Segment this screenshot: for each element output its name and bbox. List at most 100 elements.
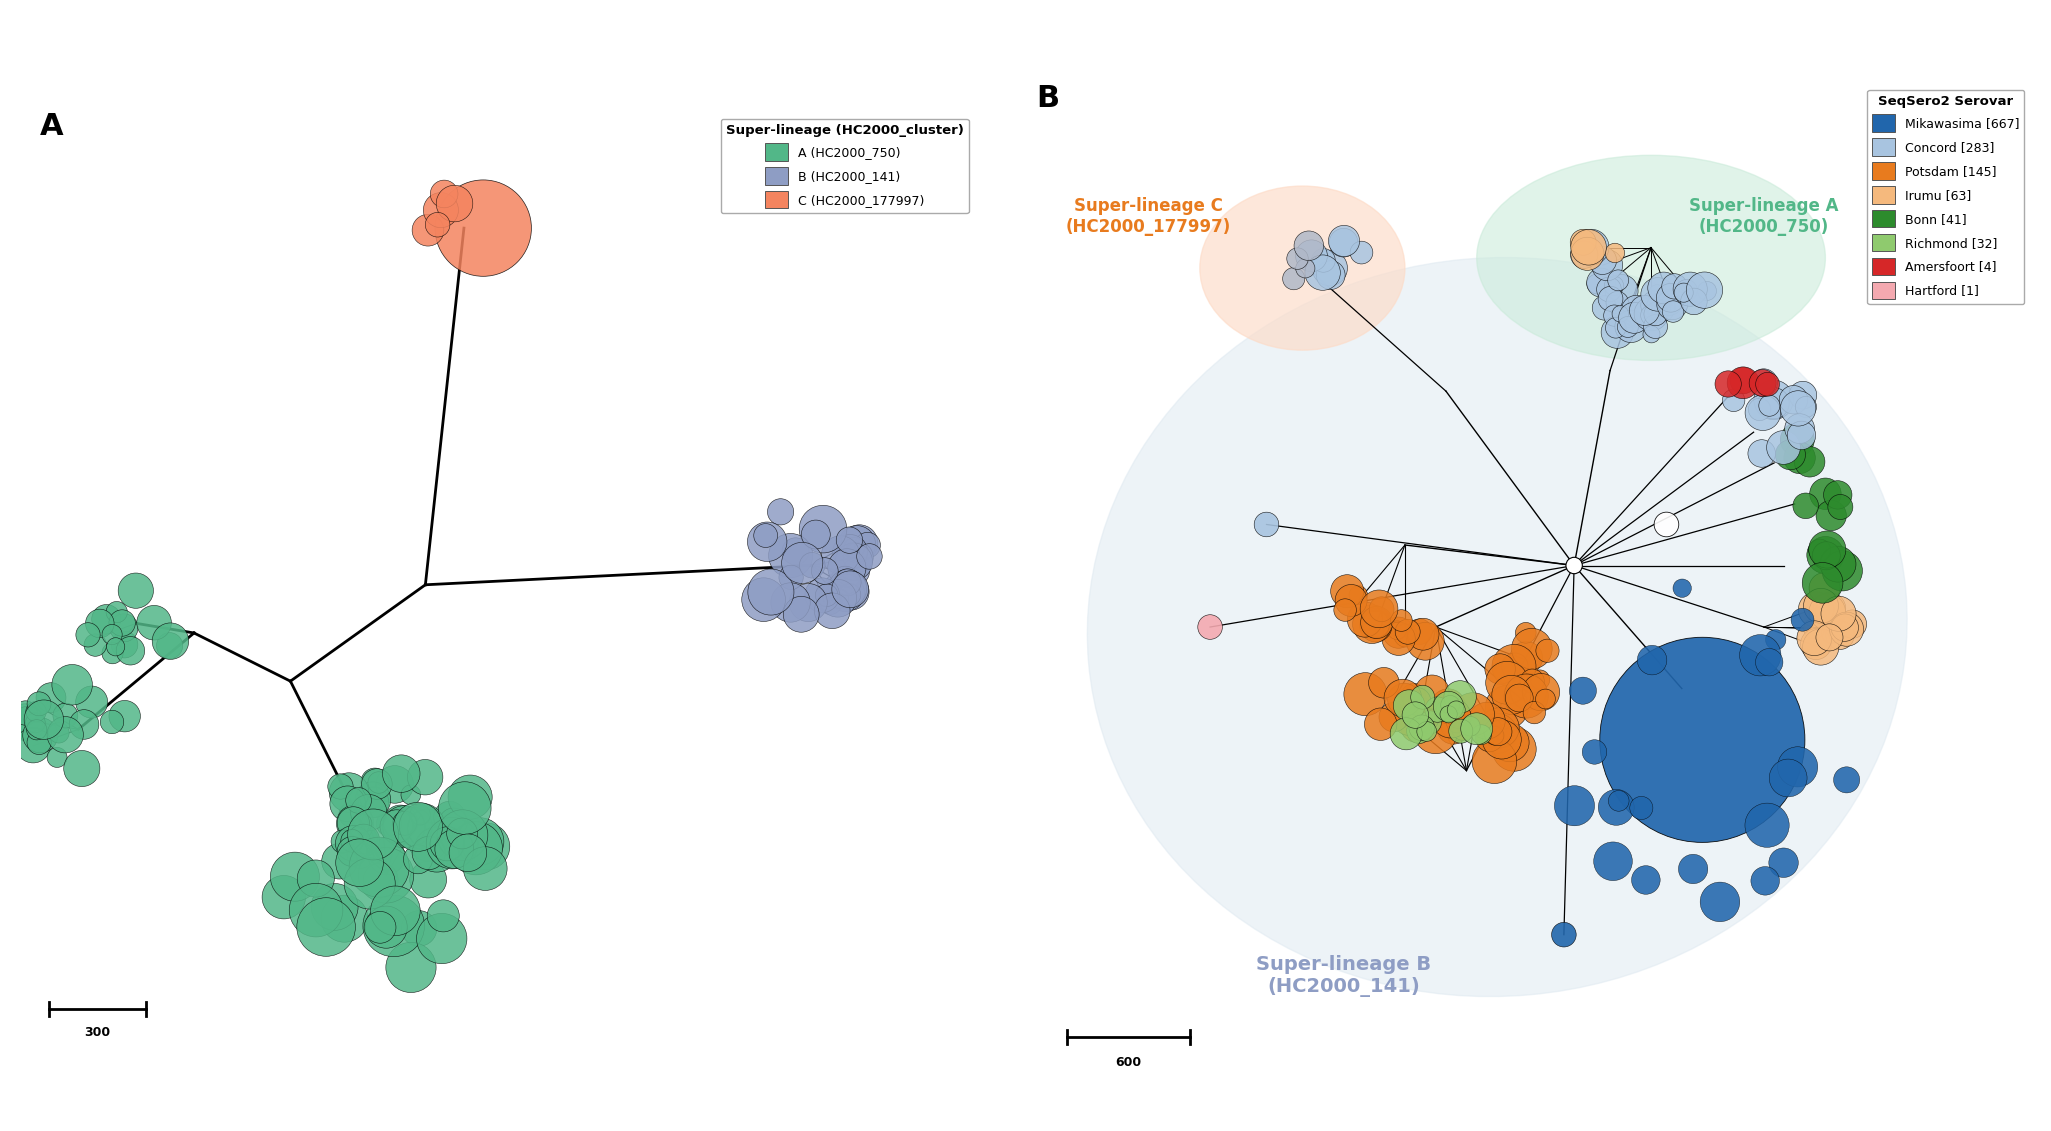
Circle shape: [812, 558, 839, 585]
Circle shape: [1555, 786, 1594, 826]
Circle shape: [361, 769, 392, 800]
Circle shape: [410, 804, 431, 824]
Circle shape: [119, 573, 154, 608]
Circle shape: [1446, 711, 1469, 733]
Circle shape: [1317, 260, 1345, 290]
Circle shape: [1573, 230, 1608, 265]
Circle shape: [449, 834, 486, 872]
Circle shape: [1571, 230, 1596, 256]
Circle shape: [1784, 442, 1815, 474]
Circle shape: [355, 782, 390, 818]
Circle shape: [767, 499, 794, 525]
Circle shape: [336, 839, 384, 887]
Circle shape: [330, 830, 355, 853]
Circle shape: [1803, 618, 1825, 639]
Circle shape: [156, 632, 183, 658]
Circle shape: [394, 802, 443, 852]
Circle shape: [349, 809, 398, 860]
Circle shape: [384, 805, 418, 839]
Circle shape: [1350, 586, 1368, 604]
Circle shape: [1362, 611, 1389, 638]
Circle shape: [1604, 276, 1624, 295]
Circle shape: [749, 569, 794, 615]
Circle shape: [1391, 610, 1413, 631]
Circle shape: [1829, 616, 1856, 642]
Circle shape: [843, 537, 866, 559]
Text: Super-lineage B
(HC2000_141): Super-lineage B (HC2000_141): [1255, 955, 1432, 996]
Circle shape: [1524, 701, 1546, 724]
Circle shape: [1606, 243, 1624, 262]
Circle shape: [297, 898, 355, 957]
Circle shape: [1296, 240, 1327, 271]
Circle shape: [1440, 706, 1456, 723]
Circle shape: [1793, 493, 1819, 519]
Circle shape: [1296, 259, 1315, 278]
Circle shape: [449, 822, 502, 875]
Circle shape: [771, 582, 810, 622]
Ellipse shape: [1200, 187, 1405, 351]
Circle shape: [457, 818, 505, 865]
Circle shape: [1393, 690, 1425, 722]
Circle shape: [349, 826, 377, 854]
Circle shape: [53, 703, 78, 728]
Circle shape: [1686, 271, 1723, 309]
Circle shape: [76, 623, 100, 647]
Circle shape: [1510, 641, 1542, 674]
Circle shape: [1768, 848, 1799, 878]
Circle shape: [800, 506, 847, 553]
Circle shape: [117, 637, 146, 665]
Circle shape: [64, 751, 100, 787]
Circle shape: [1581, 740, 1606, 765]
Circle shape: [27, 692, 51, 716]
Circle shape: [1395, 624, 1417, 647]
Circle shape: [1823, 481, 1852, 509]
Circle shape: [103, 642, 123, 664]
Circle shape: [1700, 882, 1739, 922]
Circle shape: [1407, 698, 1440, 732]
Circle shape: [1329, 228, 1358, 257]
Circle shape: [107, 602, 127, 623]
Circle shape: [1522, 673, 1559, 710]
Circle shape: [1407, 718, 1432, 743]
Circle shape: [27, 731, 51, 754]
Circle shape: [1311, 249, 1335, 273]
Circle shape: [1618, 302, 1649, 334]
Circle shape: [1432, 689, 1466, 724]
Circle shape: [1821, 551, 1862, 590]
Circle shape: [835, 543, 872, 580]
Circle shape: [1286, 248, 1309, 269]
Circle shape: [359, 787, 390, 818]
Circle shape: [410, 861, 447, 898]
Circle shape: [822, 536, 859, 573]
Circle shape: [783, 596, 818, 632]
Circle shape: [103, 624, 123, 645]
Circle shape: [1569, 677, 1596, 705]
Circle shape: [1674, 283, 1694, 302]
Circle shape: [109, 610, 135, 637]
Circle shape: [781, 538, 808, 564]
Circle shape: [412, 215, 443, 247]
Circle shape: [1832, 614, 1858, 641]
Circle shape: [1754, 380, 1793, 420]
Circle shape: [1645, 302, 1667, 326]
Circle shape: [1438, 711, 1469, 744]
Circle shape: [1505, 684, 1534, 711]
Circle shape: [1628, 295, 1659, 326]
Circle shape: [1766, 630, 1786, 650]
Circle shape: [427, 818, 478, 869]
Circle shape: [1304, 254, 1341, 291]
Circle shape: [1614, 310, 1647, 343]
Circle shape: [1809, 594, 1846, 630]
Circle shape: [1587, 268, 1616, 297]
Circle shape: [1343, 673, 1386, 716]
Circle shape: [1571, 230, 1606, 265]
Circle shape: [439, 808, 468, 836]
Circle shape: [1485, 720, 1512, 749]
Circle shape: [1770, 759, 1807, 797]
Circle shape: [1813, 593, 1846, 625]
Circle shape: [1389, 621, 1407, 640]
Circle shape: [1571, 238, 1604, 270]
Text: Super-lineage C
(HC2000_177997): Super-lineage C (HC2000_177997): [1067, 198, 1231, 236]
Circle shape: [1415, 675, 1450, 709]
Circle shape: [312, 883, 359, 931]
